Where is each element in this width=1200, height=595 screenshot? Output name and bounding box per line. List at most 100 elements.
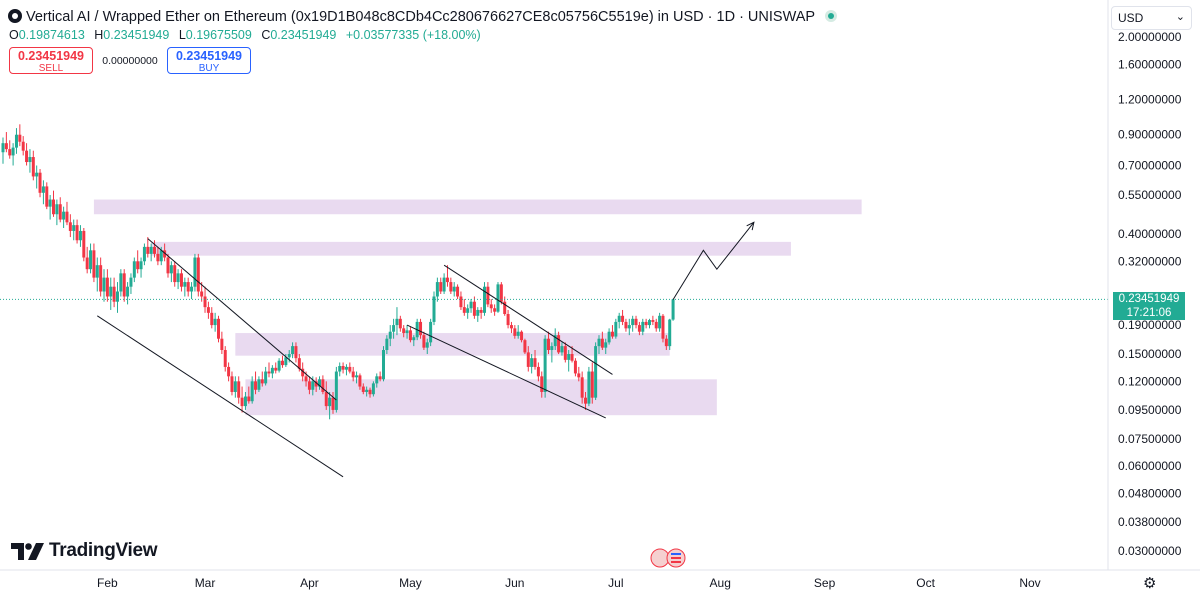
gear-icon[interactable]: ⚙	[1143, 575, 1157, 592]
candle	[594, 342, 598, 401]
time-axis[interactable]: Feb Mar Apr May Jun Jul Aug Sep Oct Nov	[97, 576, 1041, 590]
brand-name: TradingView	[49, 540, 158, 561]
candle	[617, 312, 621, 329]
candle	[21, 136, 25, 156]
event-flag-icon[interactable]	[650, 548, 690, 570]
candle-body	[213, 318, 217, 326]
candle-body	[14, 134, 18, 148]
candle	[546, 331, 550, 355]
candle-body	[1, 143, 5, 153]
candle	[210, 307, 214, 329]
x-tick-label: Mar	[195, 576, 216, 590]
y-tick-label: 0.03800000	[1118, 515, 1182, 529]
candle-body	[371, 383, 375, 395]
candle-body	[166, 257, 170, 274]
candle	[203, 286, 207, 313]
candle	[550, 342, 554, 363]
candle-body	[318, 379, 322, 387]
candle	[240, 386, 244, 413]
candle-body	[661, 315, 665, 339]
candle	[624, 318, 628, 332]
candle-body	[496, 284, 500, 312]
candle-body	[456, 286, 460, 297]
candle	[439, 277, 443, 294]
candle-body	[607, 331, 611, 343]
candle	[462, 299, 466, 316]
candle	[78, 225, 82, 247]
candle-body	[509, 325, 513, 329]
candle	[644, 318, 648, 329]
candle	[530, 354, 534, 374]
candle	[186, 277, 190, 297]
candle	[193, 253, 197, 292]
candle	[378, 371, 382, 382]
candle-body	[65, 211, 69, 223]
candle-body	[398, 318, 402, 329]
candle	[31, 150, 35, 181]
candle-body	[142, 246, 146, 262]
candle-body	[580, 377, 584, 398]
candle-body	[277, 360, 281, 371]
candle-body	[385, 338, 389, 351]
candle	[658, 312, 662, 332]
candle	[348, 362, 352, 374]
candle-body	[301, 368, 305, 377]
sell-button[interactable]: 0.23451949 SELL	[9, 47, 93, 74]
currency-select[interactable]: USD ⌄	[1111, 6, 1192, 30]
candle	[449, 277, 453, 294]
candle	[573, 358, 577, 377]
x-tick-label: Apr	[300, 576, 319, 590]
candle-body	[408, 330, 412, 341]
trendline	[443, 264, 613, 375]
candle	[102, 269, 106, 302]
trendline-drawings[interactable]	[97, 221, 755, 478]
ohlc-open-key: O	[9, 28, 19, 42]
candle	[179, 269, 183, 292]
y-tick-label: 0.09500000	[1118, 403, 1182, 417]
price-axis[interactable]: 2.00000000 1.60000000 1.20000000 0.90000000…	[1118, 30, 1182, 558]
candle-body	[462, 307, 466, 313]
x-tick-label: May	[399, 576, 422, 590]
y-tick-label: 1.20000000	[1118, 93, 1182, 107]
candle-body	[489, 304, 493, 309]
candle	[72, 219, 76, 241]
candle	[472, 296, 476, 319]
candle-body	[210, 312, 214, 326]
projection-arrowhead	[746, 221, 755, 231]
candle-body	[516, 331, 520, 336]
candle-body	[641, 321, 645, 332]
candle-body	[368, 389, 372, 395]
ohlc-open: 0.19874613	[18, 28, 85, 42]
candle	[95, 257, 99, 292]
candle	[361, 383, 365, 395]
candle-body	[314, 381, 318, 387]
market-status-icon[interactable]	[825, 10, 838, 22]
candle-body	[264, 371, 268, 384]
candle	[456, 284, 460, 300]
candle	[536, 362, 540, 382]
candle-body	[644, 321, 648, 326]
y-tick-label: 0.70000000	[1118, 158, 1182, 172]
candle	[621, 309, 625, 326]
candle	[398, 315, 402, 332]
currency-value: USD	[1118, 11, 1144, 25]
candle-body	[351, 371, 355, 378]
buy-button[interactable]: 0.23451949 BUY	[167, 47, 251, 74]
candle	[664, 335, 668, 351]
candle	[129, 273, 133, 294]
candle	[260, 371, 264, 387]
y-tick-label: 0.04800000	[1118, 486, 1182, 500]
candle	[570, 346, 574, 363]
ohlc-high-key: H	[94, 28, 104, 42]
candle-body	[442, 277, 446, 292]
candle	[52, 190, 56, 217]
chart-title[interactable]: Vertical AI / Wrapped Ether on Ethereum …	[26, 9, 816, 25]
candle-body	[149, 246, 153, 254]
projection-path	[672, 222, 755, 300]
tradingview-logo[interactable]: TradingView	[11, 540, 158, 562]
candle	[371, 381, 375, 397]
y-tick-label: 0.03000000	[1118, 544, 1182, 558]
candle	[132, 257, 136, 283]
candle	[540, 371, 544, 398]
